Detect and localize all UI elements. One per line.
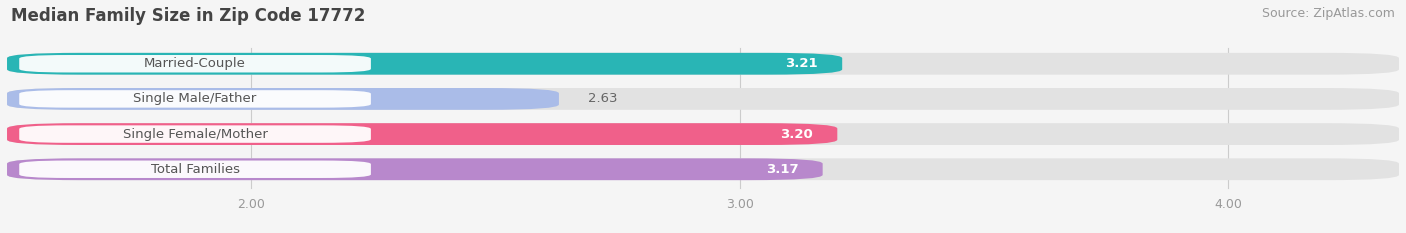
FancyBboxPatch shape bbox=[7, 158, 1399, 180]
Text: Median Family Size in Zip Code 17772: Median Family Size in Zip Code 17772 bbox=[11, 7, 366, 25]
FancyBboxPatch shape bbox=[20, 90, 371, 108]
Text: 3.20: 3.20 bbox=[780, 128, 813, 140]
FancyBboxPatch shape bbox=[20, 55, 371, 72]
FancyBboxPatch shape bbox=[20, 161, 371, 178]
FancyBboxPatch shape bbox=[7, 158, 823, 180]
Text: Source: ZipAtlas.com: Source: ZipAtlas.com bbox=[1261, 7, 1395, 20]
FancyBboxPatch shape bbox=[7, 53, 1399, 75]
Text: 2.63: 2.63 bbox=[588, 93, 617, 105]
FancyBboxPatch shape bbox=[7, 123, 838, 145]
Text: 3.21: 3.21 bbox=[785, 57, 818, 70]
Text: Total Families: Total Families bbox=[150, 163, 239, 176]
FancyBboxPatch shape bbox=[7, 53, 842, 75]
FancyBboxPatch shape bbox=[20, 125, 371, 143]
FancyBboxPatch shape bbox=[7, 88, 1399, 110]
FancyBboxPatch shape bbox=[7, 123, 1399, 145]
Text: Married-Couple: Married-Couple bbox=[145, 57, 246, 70]
Text: Single Male/Father: Single Male/Father bbox=[134, 93, 257, 105]
FancyBboxPatch shape bbox=[7, 88, 560, 110]
Text: 3.17: 3.17 bbox=[766, 163, 799, 176]
Text: Single Female/Mother: Single Female/Mother bbox=[122, 128, 267, 140]
